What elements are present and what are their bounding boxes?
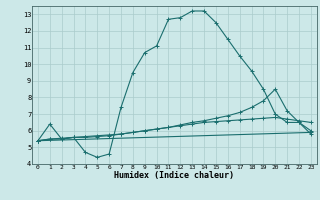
X-axis label: Humidex (Indice chaleur): Humidex (Indice chaleur) xyxy=(115,171,234,180)
